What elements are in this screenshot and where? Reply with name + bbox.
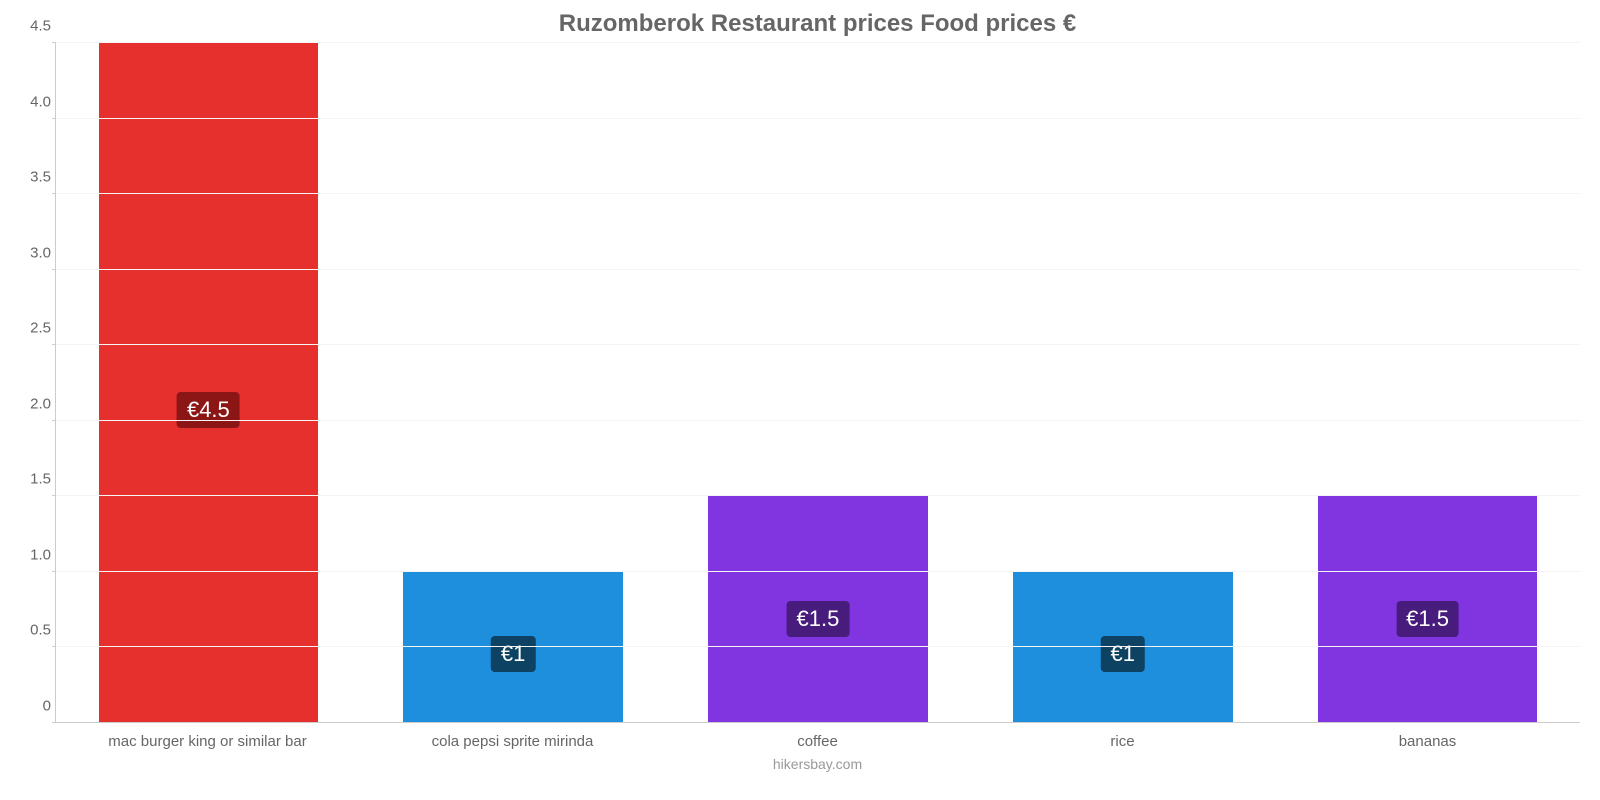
y-tick-mark — [52, 722, 56, 723]
y-tick-mark — [52, 344, 56, 345]
bar: €1.5 — [1318, 496, 1537, 723]
x-axis-label: rice — [970, 733, 1275, 750]
gridline — [56, 344, 1580, 345]
y-tick-mark — [52, 495, 56, 496]
y-tick-mark — [52, 42, 56, 43]
chart-credit: hikersbay.com — [55, 756, 1580, 772]
y-tick-label: 0.5 — [11, 622, 51, 639]
y-tick-mark — [52, 118, 56, 119]
bar-slot: €1.5 — [1275, 43, 1580, 723]
chart-title: Ruzomberok Restaurant prices Food prices… — [55, 0, 1580, 43]
x-axis-label: cola pepsi sprite mirinda — [360, 733, 665, 750]
gridline — [56, 420, 1580, 421]
x-axis-labels: mac burger king or similar barcola pepsi… — [55, 733, 1580, 750]
y-tick-mark — [52, 193, 56, 194]
bars-container: €4.5 €1 €1.5 €1 €1.5 — [56, 43, 1580, 723]
x-axis-label: mac burger king or similar bar — [55, 733, 360, 750]
bar-value-label: €1 — [491, 636, 535, 672]
y-tick-mark — [52, 571, 56, 572]
bar-slot: €1 — [361, 43, 666, 723]
gridline — [56, 495, 1580, 496]
y-tick-mark — [52, 420, 56, 421]
y-tick-label: 3.0 — [11, 244, 51, 261]
gridline — [56, 646, 1580, 647]
bar-slot: €1.5 — [666, 43, 971, 723]
gridline — [56, 193, 1580, 194]
y-tick-label: 4.0 — [11, 93, 51, 110]
x-axis-label: coffee — [665, 733, 970, 750]
bar-value-label: €1.5 — [1396, 601, 1459, 637]
bar-slot: €1 — [970, 43, 1275, 723]
y-tick-label: 3.5 — [11, 169, 51, 186]
bar-value-label: €1.5 — [787, 601, 850, 637]
x-axis-label: bananas — [1275, 733, 1580, 750]
gridline — [56, 269, 1580, 270]
bar-slot: €4.5 — [56, 43, 361, 723]
gridline — [56, 118, 1580, 119]
y-tick-label: 0 — [11, 698, 51, 715]
y-tick-label: 1.5 — [11, 471, 51, 488]
y-tick-mark — [52, 646, 56, 647]
y-tick-label: 2.0 — [11, 395, 51, 412]
bar-value-label: €4.5 — [177, 392, 240, 428]
bar: €1.5 — [708, 496, 927, 723]
gridline — [56, 42, 1580, 43]
bar-value-label: €1 — [1101, 636, 1145, 672]
y-tick-label: 1.0 — [11, 546, 51, 563]
y-tick-label: 2.5 — [11, 320, 51, 337]
price-chart: Ruzomberok Restaurant prices Food prices… — [0, 0, 1600, 800]
plot-area: €4.5€1€1.5€1€1.5 00.51.01.52.02.53.03.54… — [55, 43, 1580, 723]
gridline — [56, 571, 1580, 572]
y-tick-mark — [52, 269, 56, 270]
bar: €4.5 — [99, 43, 318, 723]
x-axis-line — [56, 722, 1580, 723]
y-tick-label: 4.5 — [11, 18, 51, 35]
